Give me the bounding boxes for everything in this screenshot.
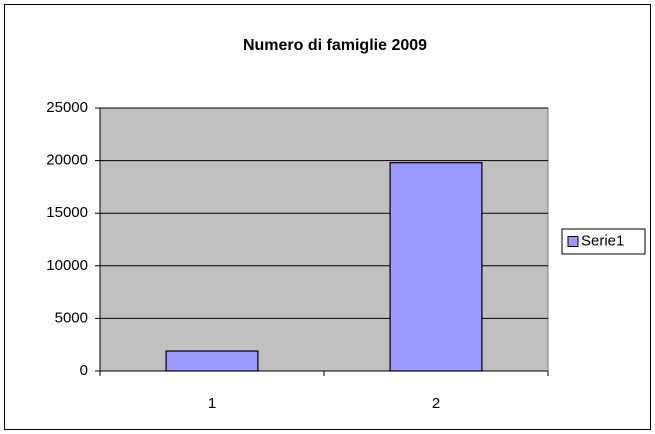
chart-title: Numero di famiglie 2009 xyxy=(243,37,427,54)
y-tick-label: 10000 xyxy=(46,257,88,274)
y-tick-label: 5000 xyxy=(55,309,88,326)
bar xyxy=(165,350,259,372)
x-tick-label: 1 xyxy=(208,395,216,412)
x-tick-label: 2 xyxy=(432,395,440,412)
y-tick-label: 0 xyxy=(80,362,88,379)
y-tick-label: 15000 xyxy=(46,204,88,221)
y-tick-label: 20000 xyxy=(46,152,88,169)
legend-label: Serie1 xyxy=(581,232,624,249)
legend-swatch xyxy=(567,236,579,247)
y-tick-label: 25000 xyxy=(46,99,88,116)
bar xyxy=(389,162,483,372)
